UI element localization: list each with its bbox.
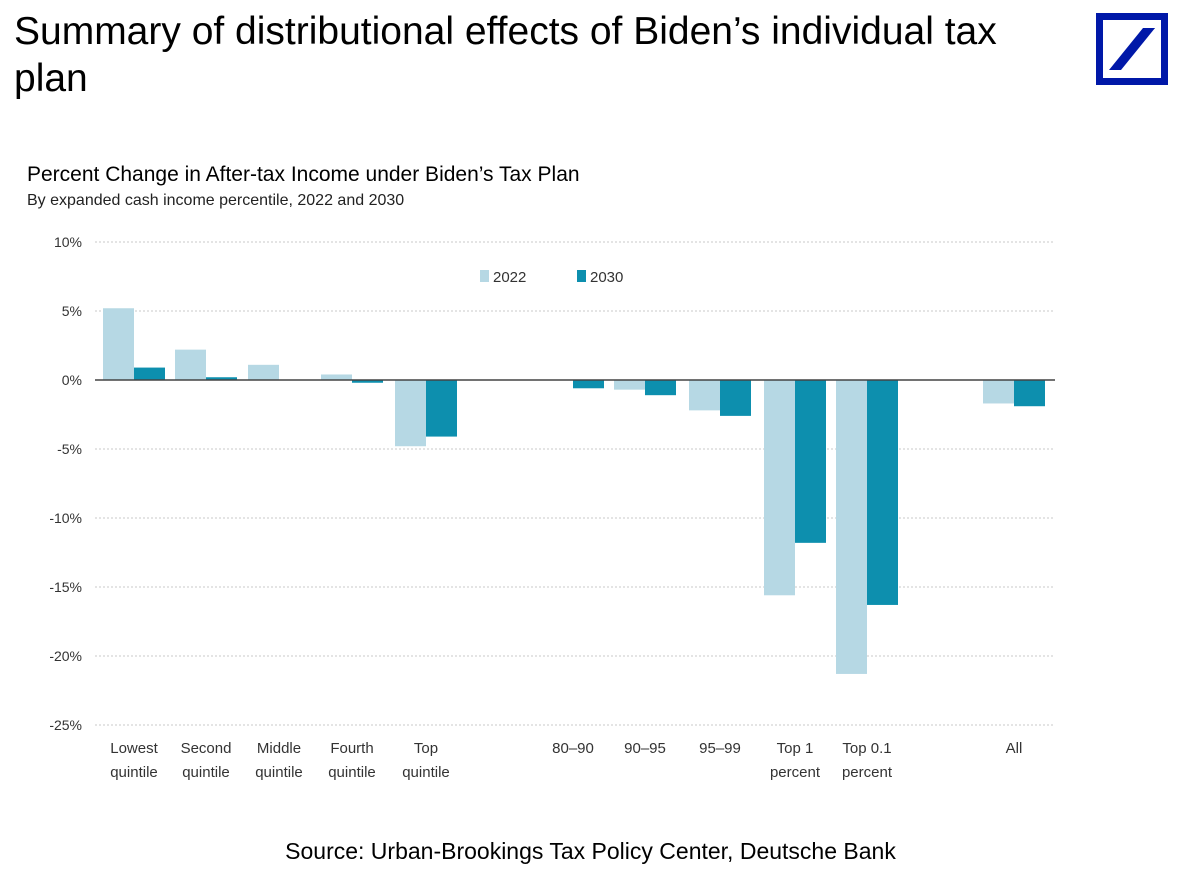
x-tick-label: quintile bbox=[402, 764, 450, 781]
y-tick-label: -10% bbox=[49, 510, 82, 526]
chart-title: Percent Change in After-tax Income under… bbox=[27, 163, 580, 186]
legend-swatch-2022 bbox=[480, 270, 489, 282]
legend-label-2030: 2030 bbox=[590, 269, 623, 286]
x-tick-label: quintile bbox=[182, 764, 230, 781]
x-tick-label: Top 0.1 bbox=[842, 740, 891, 757]
x-tick-label: quintile bbox=[255, 764, 303, 781]
bar-2022-3 bbox=[321, 374, 352, 380]
y-tick-label: 5% bbox=[62, 303, 82, 319]
x-tick-label: Middle bbox=[257, 740, 301, 757]
bar-2022-10 bbox=[983, 380, 1014, 404]
y-tick-label: -25% bbox=[49, 717, 82, 733]
x-tick-label: 80–90 bbox=[552, 740, 594, 757]
bar-2030-7 bbox=[720, 380, 751, 416]
x-tick-label: All bbox=[1006, 740, 1023, 757]
bar-2030-9 bbox=[867, 380, 898, 605]
x-tick-label: Top 1 bbox=[777, 740, 814, 757]
deutsche-bank-logo bbox=[1096, 13, 1168, 85]
x-tick-label: 95–99 bbox=[699, 740, 741, 757]
bar-2022-8 bbox=[764, 380, 795, 596]
chart: 10% 5% 0% -5% -10% -15% -20% -25% Lowest quintile… bbox=[0, 150, 1181, 790]
x-tick-label: percent bbox=[770, 764, 821, 781]
chart-plot-area: 10% 5% 0% -5% -10% -15% -20% -25% Lowest quintile… bbox=[49, 234, 1055, 781]
y-tick-label: -15% bbox=[49, 579, 82, 595]
x-tick-label: Lowest bbox=[110, 740, 158, 757]
legend-label-2022: 2022 bbox=[493, 269, 526, 286]
x-tick-label: Second bbox=[181, 740, 232, 757]
x-tick-label: quintile bbox=[328, 764, 376, 781]
bar-2022-7 bbox=[689, 380, 720, 411]
chart-subtitle: By expanded cash income percentile, 2022… bbox=[27, 192, 405, 209]
logo-slash-icon bbox=[1109, 28, 1155, 70]
bar-2030-6 bbox=[645, 380, 676, 396]
bar-2030-10 bbox=[1014, 380, 1045, 407]
bar-2022-1 bbox=[175, 349, 206, 380]
legend-swatch-2030 bbox=[577, 270, 586, 282]
x-tick-label: Top bbox=[414, 740, 438, 757]
bar-2030-4 bbox=[426, 380, 457, 437]
bar-2022-0 bbox=[103, 308, 134, 380]
x-tick-label: quintile bbox=[110, 764, 158, 781]
y-tick-label: -5% bbox=[57, 441, 82, 457]
bar-2030-3 bbox=[352, 380, 383, 383]
bar-2030-0 bbox=[134, 367, 165, 380]
bar-2022-4 bbox=[395, 380, 426, 447]
x-tick-label: percent bbox=[842, 764, 893, 781]
bar-2022-9 bbox=[836, 380, 867, 674]
x-tick-label: Fourth bbox=[330, 740, 373, 757]
bar-2030-1 bbox=[206, 377, 237, 380]
y-tick-label: -20% bbox=[49, 648, 82, 664]
source-note: Source: Urban-Brookings Tax Policy Cente… bbox=[285, 838, 896, 864]
bar-2030-5 bbox=[573, 380, 604, 389]
bar-2022-2 bbox=[248, 364, 279, 380]
bar-2022-6 bbox=[614, 380, 645, 390]
slide-title: Summary of distributional effects of Bid… bbox=[14, 10, 997, 100]
x-tick-label: 90–95 bbox=[624, 740, 666, 757]
y-tick-label: 10% bbox=[54, 234, 82, 250]
y-tick-label: 0% bbox=[62, 372, 82, 388]
bar-2030-8 bbox=[795, 380, 826, 543]
